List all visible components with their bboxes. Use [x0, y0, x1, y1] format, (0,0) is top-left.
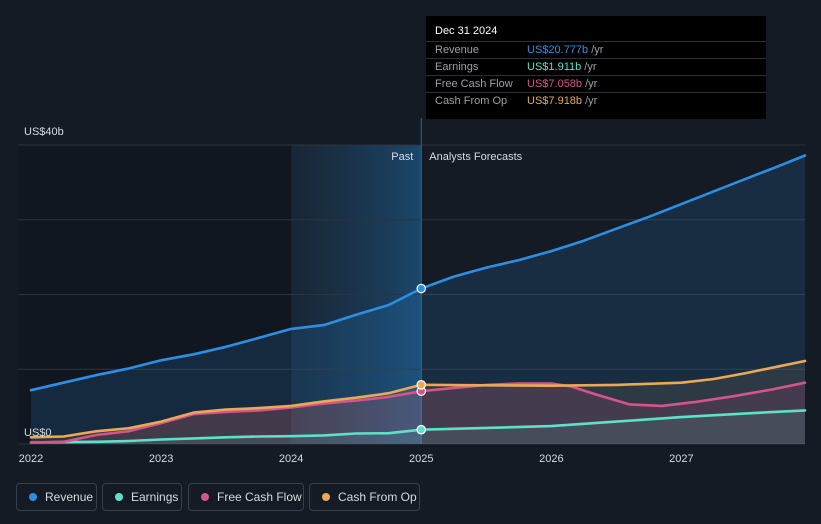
- legend-label: Earnings: [131, 490, 179, 504]
- tooltip-value: US$7.918b /yr: [527, 95, 597, 107]
- tooltip-label: Cash From Op: [435, 95, 508, 107]
- legend-item-cash-from-op[interactable]: Cash From Op: [309, 483, 420, 511]
- legend-item-earnings[interactable]: Earnings: [102, 483, 182, 511]
- tooltip-unit: /yr: [591, 44, 604, 56]
- legend-dot-icon: [201, 493, 209, 501]
- y-axis-top-label: US$40b: [24, 126, 64, 138]
- tooltip-label: Free Cash Flow: [435, 78, 513, 90]
- tooltip-amount: US$1.911b: [527, 61, 582, 73]
- tooltip-unit: /yr: [584, 61, 597, 73]
- forecast-label: Analysts Forecasts: [429, 151, 522, 163]
- area-earnings: [31, 410, 805, 444]
- x-tick-label: 2025: [409, 453, 433, 465]
- tooltip-value: US$20.777b /yr: [527, 44, 603, 56]
- tooltip-value: US$1.911b /yr: [527, 61, 597, 73]
- tooltip-unit: /yr: [585, 78, 598, 90]
- tooltip-row-cash-from-op: Cash From Op US$7.918b /yr: [426, 92, 766, 110]
- tooltip-label: Earnings: [435, 61, 479, 73]
- series-line-cash-from-op: [29, 359, 807, 439]
- tooltip-row-free-cash-flow: Free Cash Flow US$7.058b /yr: [426, 75, 766, 93]
- tooltip-amount: US$7.918b: [527, 95, 583, 107]
- legend-label: Free Cash Flow: [217, 490, 302, 504]
- tooltip-date: Dec 31 2024: [435, 25, 498, 37]
- x-tick-label: 2022: [19, 453, 43, 465]
- legend-label: Revenue: [45, 490, 94, 504]
- legend-label: Cash From Op: [338, 490, 417, 504]
- area-cash-from-op: [31, 361, 805, 444]
- legend-dot-icon: [322, 493, 330, 501]
- past-label: Past: [391, 151, 413, 163]
- tooltip-amount: US$7.058b: [527, 78, 583, 90]
- series-line-earnings: [29, 409, 807, 444]
- legend-dot-icon: [115, 493, 123, 501]
- point-marker-earnings: [416, 424, 427, 435]
- tooltip-label: Revenue: [435, 44, 480, 56]
- area-free-cash-flow: [31, 382, 805, 444]
- tooltip-value: US$7.058b /yr: [527, 78, 597, 90]
- point-marker-revenue: [416, 283, 427, 294]
- tooltip-amount: US$20.777b: [527, 44, 589, 56]
- point-marker-cash-from-op: [416, 379, 427, 390]
- area-revenue: [31, 155, 805, 444]
- legend-item-free-cash-flow[interactable]: Free Cash Flow: [188, 483, 304, 511]
- x-tick-label: 2027: [669, 453, 693, 465]
- legend-item-revenue[interactable]: Revenue: [16, 483, 97, 511]
- legend-dot-icon: [29, 493, 37, 501]
- tooltip: Dec 31 2024 Revenue US$20.777b /yr Earni…: [426, 16, 766, 119]
- tooltip-row-revenue: Revenue US$20.777b /yr: [426, 41, 766, 59]
- tooltip-unit: /yr: [585, 95, 598, 107]
- x-tick-label: 2024: [279, 453, 303, 465]
- x-tick-label: 2023: [149, 453, 173, 465]
- x-tick-label: 2026: [539, 453, 563, 465]
- tooltip-row-earnings: Earnings US$1.911b /yr: [426, 58, 766, 76]
- y-axis-bottom-label: US$0: [24, 427, 52, 439]
